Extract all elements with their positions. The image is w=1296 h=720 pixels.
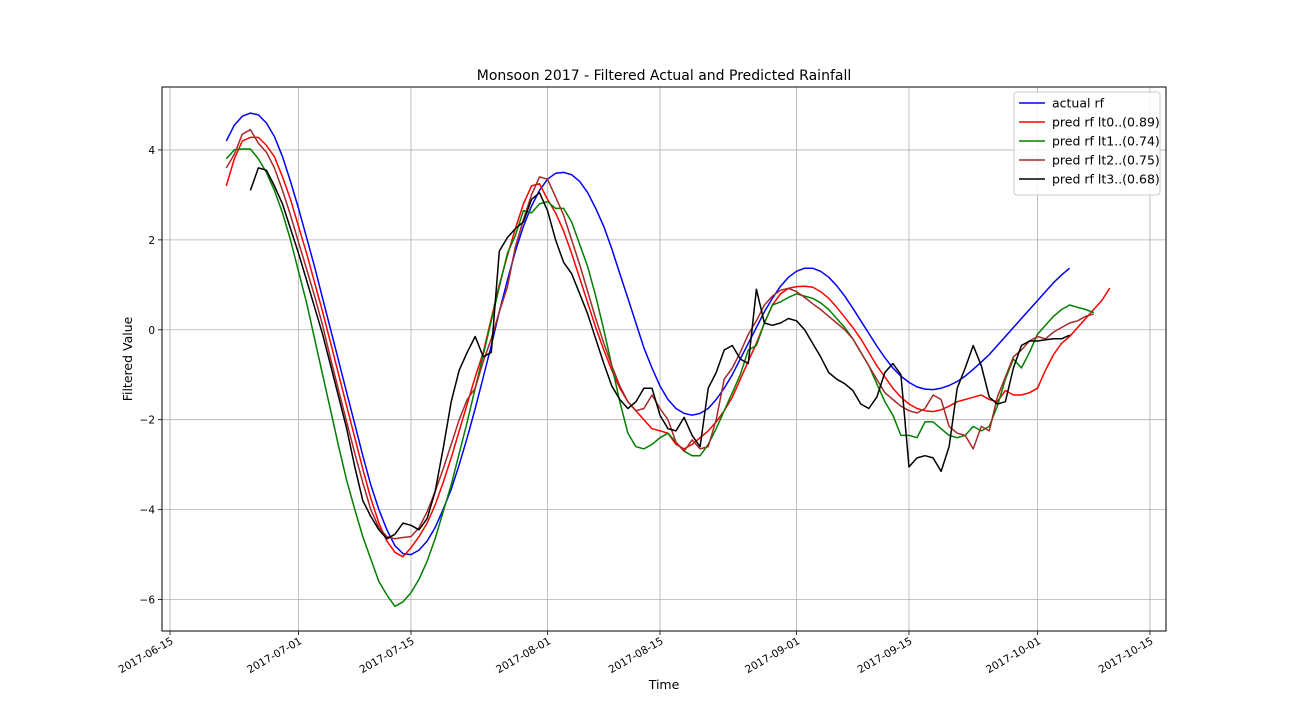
legend: actual rf pred rf lt0..(0.89) pred rf lt1.… <box>1013 91 1161 196</box>
series-line-2 <box>225 148 1094 608</box>
series-lines <box>225 112 1111 608</box>
legend-box <box>1013 91 1161 196</box>
y-tick-label: 4 <box>148 145 155 157</box>
y-axis-label: Filtered Value <box>120 316 135 401</box>
legend-label: pred rf lt0..(0.89) <box>1052 115 1160 130</box>
legend-label: actual rf <box>1052 96 1105 111</box>
legend-label: pred rf lt2..(0.75) <box>1052 153 1160 168</box>
y-axis-ticks: −6 −4 −2 0 2 4 <box>140 145 162 607</box>
series-line-3 <box>225 128 1094 540</box>
y-tick-label: 0 <box>148 325 155 337</box>
plot-frame <box>161 86 1167 632</box>
legend-label: pred rf lt3..(0.68) <box>1052 172 1160 187</box>
y-tick-label: −6 <box>140 595 156 607</box>
y-tick-label: 2 <box>148 235 155 247</box>
y-tick-label: −2 <box>140 415 155 427</box>
y-tick-label: −4 <box>140 505 156 517</box>
chart-title: Monsoon 2017 - Filtered Actual and Predi… <box>477 68 851 84</box>
series-line-4 <box>249 167 1070 540</box>
x-axis-label: Time <box>648 677 680 692</box>
series-line-0 <box>225 112 1071 556</box>
legend-label: pred rf lt1..(0.74) <box>1052 134 1160 149</box>
